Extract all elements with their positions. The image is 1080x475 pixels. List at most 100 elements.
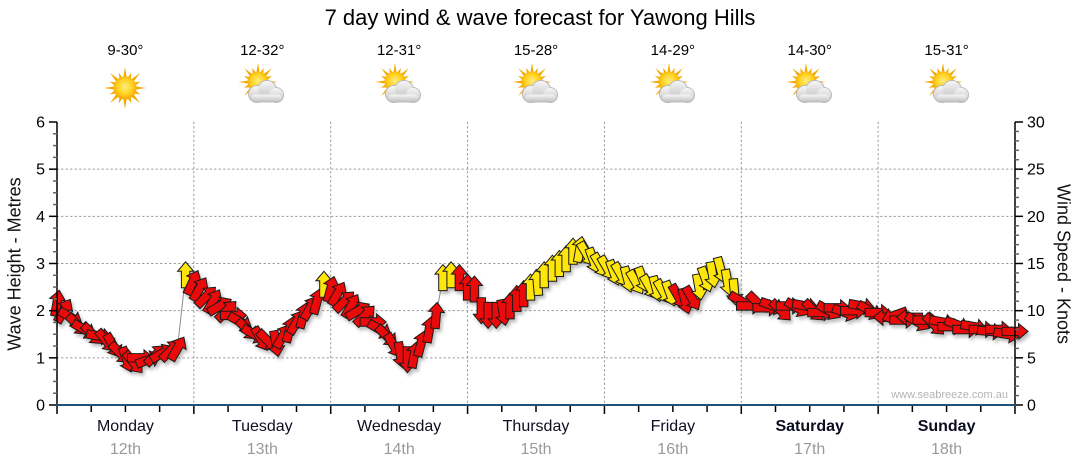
sun-ray bbox=[400, 68, 409, 77]
sun-ray bbox=[518, 68, 527, 77]
weather-icon-partly-cloudy bbox=[375, 64, 422, 103]
day-date: 15th bbox=[520, 441, 552, 458]
right-axis-tick-label: 15 bbox=[1027, 256, 1045, 273]
day-label-sunday: Sunday 18th bbox=[878, 417, 1015, 459]
weather-icon-box bbox=[99, 64, 151, 112]
sun-ray bbox=[512, 80, 523, 84]
sun-ray bbox=[238, 80, 249, 84]
page-title: 7 day wind & wave forecast for Yawong Hi… bbox=[324, 5, 756, 30]
day-label-saturday: Saturday 17th bbox=[741, 417, 878, 459]
sun-ray bbox=[123, 66, 128, 78]
day-forecast-thursday: 15-28° bbox=[468, 42, 605, 112]
weather-icon-partly-cloudy bbox=[786, 64, 832, 103]
sun-ray bbox=[135, 86, 147, 90]
right-axis-tick-label: 5 bbox=[1027, 350, 1036, 367]
day-label-tuesday: Tuesday 13th bbox=[194, 417, 331, 459]
sun-ray bbox=[655, 68, 664, 77]
sun-ray bbox=[263, 68, 273, 77]
temp-range: 14-29° bbox=[650, 42, 696, 59]
wind-arrow bbox=[427, 301, 446, 330]
cloud-shape bbox=[385, 80, 422, 103]
cloud-shape bbox=[658, 80, 695, 103]
temp-range: 15-31° bbox=[924, 42, 969, 59]
day-name: Saturday bbox=[775, 418, 844, 435]
sun-ray bbox=[667, 64, 671, 73]
right-axis-tick-label: 0 bbox=[1027, 398, 1036, 415]
weather-icon-partly-cloudy bbox=[512, 64, 558, 103]
right-axis-title: Wind Speed - Knots bbox=[1053, 183, 1074, 345]
sun-ray bbox=[530, 64, 534, 73]
left-axis-tick-label: 1 bbox=[36, 350, 45, 367]
day-name: Friday bbox=[650, 418, 696, 435]
sun-ray bbox=[791, 68, 801, 77]
day-forecast-monday: 9-30° bbox=[57, 42, 194, 112]
weather-icon-sunny bbox=[104, 66, 147, 110]
day-label-monday: Monday 12th bbox=[57, 417, 194, 459]
daily-temps-and-icons: 9-30° 12-32° 12-31° 15-28° 14-29° 14-30° 15-31… bbox=[57, 42, 1015, 112]
sun-ray bbox=[110, 72, 120, 82]
left-axis-tick-label: 3 bbox=[36, 256, 45, 273]
sun-ray bbox=[811, 68, 820, 77]
left-axis-tick-label: 0 bbox=[36, 398, 45, 415]
cloud-shape bbox=[932, 80, 969, 103]
day-name: Sunday bbox=[917, 418, 976, 435]
temp-range: 15-28° bbox=[513, 42, 559, 59]
temp-range: 12-32° bbox=[240, 42, 285, 59]
sun-ray bbox=[244, 68, 253, 77]
sun-ray bbox=[375, 80, 386, 84]
sun-ray bbox=[786, 80, 797, 84]
sun-ray bbox=[256, 64, 260, 73]
sun-ray bbox=[104, 86, 115, 90]
sun-ray bbox=[948, 68, 957, 77]
weather-icon-box bbox=[921, 64, 973, 112]
wind-arrow bbox=[166, 336, 187, 363]
temp-range: 9-30° bbox=[107, 42, 144, 59]
day-date: 18th bbox=[931, 441, 963, 458]
day-label-wednesday: Wednesday 14th bbox=[331, 417, 468, 459]
weather-icon-box bbox=[784, 64, 836, 112]
day-date: 16th bbox=[657, 441, 689, 458]
left-axis-tick-label: 4 bbox=[36, 209, 45, 226]
day-date: 12th bbox=[109, 441, 141, 458]
weather-icon-partly-cloudy bbox=[923, 64, 969, 103]
sun-ray bbox=[123, 98, 128, 110]
day-date: 14th bbox=[383, 441, 415, 458]
cloud-shape bbox=[522, 80, 558, 103]
day-name: Wednesday bbox=[357, 418, 442, 435]
sun-ray bbox=[131, 72, 141, 82]
sun-ray bbox=[804, 64, 808, 73]
left-axis-tick-label: 2 bbox=[36, 303, 45, 320]
day-forecast-wednesday: 12-31° bbox=[331, 42, 468, 112]
weather-icon-box bbox=[647, 64, 699, 112]
weather-icon-box bbox=[236, 64, 288, 112]
day-name: Thursday bbox=[502, 418, 570, 435]
right-axis-tick-label: 30 bbox=[1027, 115, 1045, 132]
left-axis-tick-label: 6 bbox=[36, 115, 45, 132]
sun-disc bbox=[113, 76, 137, 100]
sun-ray bbox=[537, 68, 546, 77]
x-axis-day-labels: Monday 12th Tuesday 13th Wednesday 14th Thursd… bbox=[57, 417, 1015, 459]
right-axis-tick-label: 25 bbox=[1027, 162, 1045, 179]
day-forecast-sunday: 15-31° bbox=[878, 42, 1015, 112]
weather-icon-box bbox=[373, 64, 425, 112]
day-forecast-saturday: 14-30° bbox=[741, 42, 878, 112]
cloud-shape bbox=[795, 80, 832, 103]
sun-ray bbox=[649, 80, 660, 84]
watermark-url: www.seabreeze.com.au bbox=[891, 389, 1008, 401]
day-name: Tuesday bbox=[231, 418, 293, 435]
weather-icon-partly-cloudy bbox=[649, 64, 695, 103]
sun-ray bbox=[110, 94, 120, 104]
temp-range: 14-30° bbox=[787, 42, 832, 59]
sun-ray bbox=[928, 68, 937, 77]
sun-ray bbox=[381, 68, 390, 77]
weather-icon-box bbox=[510, 64, 562, 112]
left-axis-tick-label: 5 bbox=[36, 162, 45, 179]
right-axis-tick-label: 20 bbox=[1027, 209, 1045, 226]
day-forecast-tuesday: 12-32° bbox=[194, 42, 331, 112]
day-date: 13th bbox=[246, 441, 278, 458]
wind-arrow bbox=[465, 275, 484, 303]
day-date: 17th bbox=[794, 441, 826, 458]
right-axis-tick-label: 10 bbox=[1027, 303, 1045, 320]
